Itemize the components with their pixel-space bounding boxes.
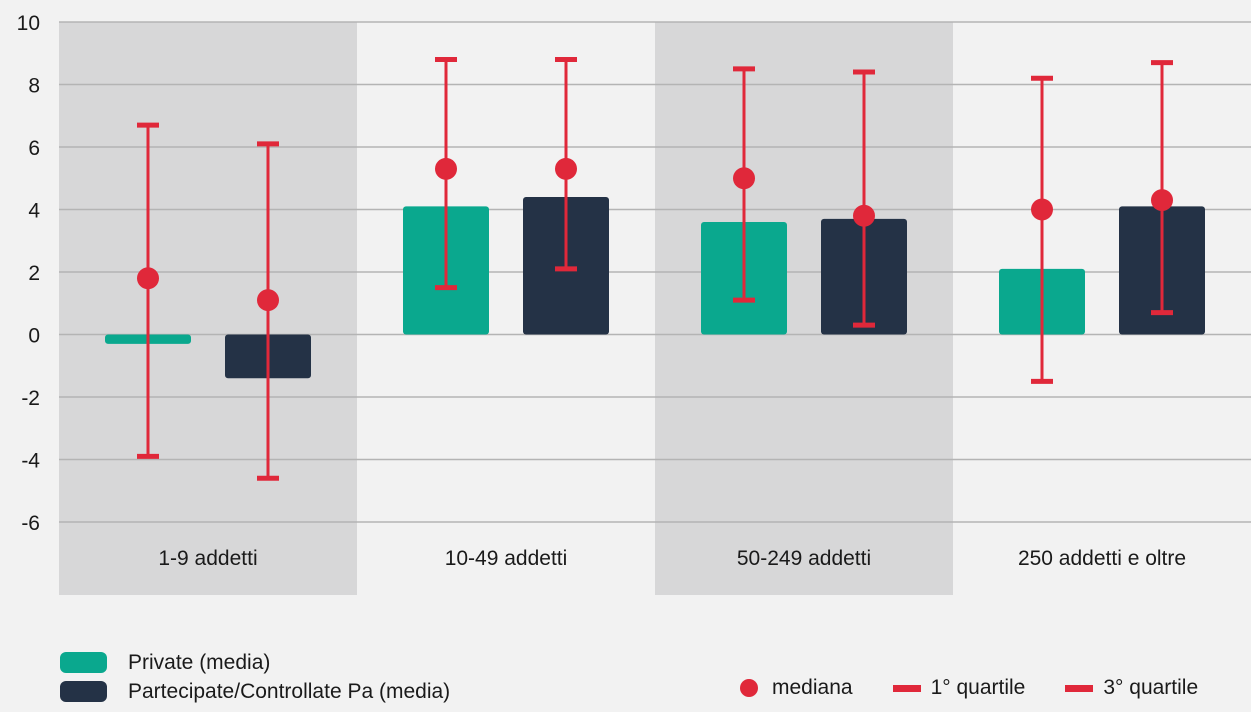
q1-marker	[1151, 310, 1173, 316]
category-label: 250 addetti e oltre	[1018, 547, 1186, 570]
legend-swatch-partecipate	[60, 681, 107, 702]
y-tick-label: 10	[17, 12, 40, 35]
q1-marker	[733, 297, 755, 303]
series-legend: Private (media) Partecipate/Controllate …	[60, 648, 450, 706]
q3-marker	[435, 57, 457, 62]
q3-marker	[733, 66, 755, 72]
category-label: 50-249 addetti	[737, 547, 871, 570]
q1-marker	[257, 475, 279, 481]
y-tick-label: 0	[28, 325, 40, 348]
legend-label-private: Private (media)	[128, 650, 271, 674]
median-point	[555, 157, 577, 180]
y-tick-label: 4	[28, 200, 40, 223]
category-band	[59, 22, 357, 595]
legend-swatch-private	[60, 652, 107, 673]
median-point	[853, 204, 875, 227]
quartile-dash-icon	[1065, 684, 1094, 692]
y-tick-label: -6	[21, 512, 40, 535]
median-point	[1031, 198, 1053, 221]
median-point	[137, 267, 159, 290]
marker-legend: mediana 1° quartile 3° quartile	[740, 676, 1198, 700]
legend-item-q1: 1° quartile	[892, 676, 1026, 700]
legend-label-partecipate: Partecipate/Controllate Pa (media)	[128, 679, 451, 703]
category-label: 1-9 addetti	[158, 547, 257, 570]
q3-marker	[137, 122, 159, 128]
q3-marker	[853, 69, 875, 75]
q1-marker	[853, 322, 875, 328]
q1-marker	[435, 285, 457, 291]
legend-item-partecipate: Partecipate/Controllate Pa (media)	[60, 677, 450, 706]
y-tick-label: -4	[21, 450, 40, 473]
q3-marker	[1151, 60, 1173, 66]
y-tick-label: 8	[28, 75, 40, 98]
category-label: 10-49 addetti	[445, 547, 568, 570]
quartile-dash-icon	[892, 684, 921, 692]
median-point	[257, 289, 279, 312]
median-dot-icon	[740, 679, 758, 697]
category-band	[655, 22, 953, 595]
q1-marker	[137, 453, 159, 459]
median-point	[435, 157, 457, 180]
y-tick-label: -2	[21, 387, 40, 410]
legend-label-q1: 1° quartile	[930, 676, 1026, 699]
q3-marker	[1031, 75, 1053, 81]
legend-item-private: Private (media)	[60, 648, 450, 677]
q1-marker	[1031, 378, 1053, 384]
y-tick-label: 2	[28, 262, 40, 285]
q1-marker	[555, 266, 577, 272]
legend-label-q3: 3° quartile	[1103, 676, 1199, 699]
q3-marker	[555, 57, 577, 62]
median-point	[733, 167, 755, 190]
median-point	[1151, 189, 1173, 212]
legend-label-median: mediana	[772, 676, 853, 699]
legend-item-median: mediana	[740, 676, 853, 700]
legend-item-q3: 3° quartile	[1065, 676, 1198, 700]
q3-marker	[257, 141, 279, 147]
y-tick-label: 6	[28, 137, 40, 160]
